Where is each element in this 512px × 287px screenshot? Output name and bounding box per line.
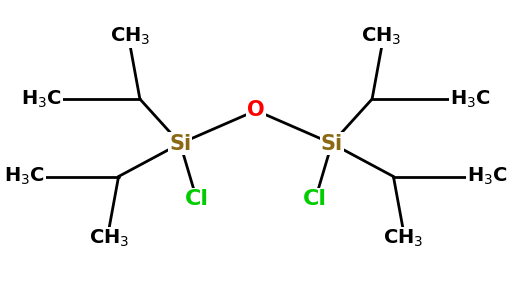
Text: Si: Si <box>169 133 191 154</box>
Text: CH$_3$: CH$_3$ <box>361 26 402 47</box>
Text: Cl: Cl <box>185 189 209 210</box>
Text: H$_3$C: H$_3$C <box>450 88 491 110</box>
Text: H$_3$C: H$_3$C <box>21 88 62 110</box>
Text: CH$_3$: CH$_3$ <box>110 26 151 47</box>
Text: Cl: Cl <box>303 189 327 210</box>
Text: O: O <box>247 100 265 121</box>
Text: H$_3$C: H$_3$C <box>467 166 508 187</box>
Text: H$_3$C: H$_3$C <box>4 166 45 187</box>
Text: CH$_3$: CH$_3$ <box>89 228 129 249</box>
Text: CH$_3$: CH$_3$ <box>383 228 423 249</box>
Text: Si: Si <box>321 133 343 154</box>
